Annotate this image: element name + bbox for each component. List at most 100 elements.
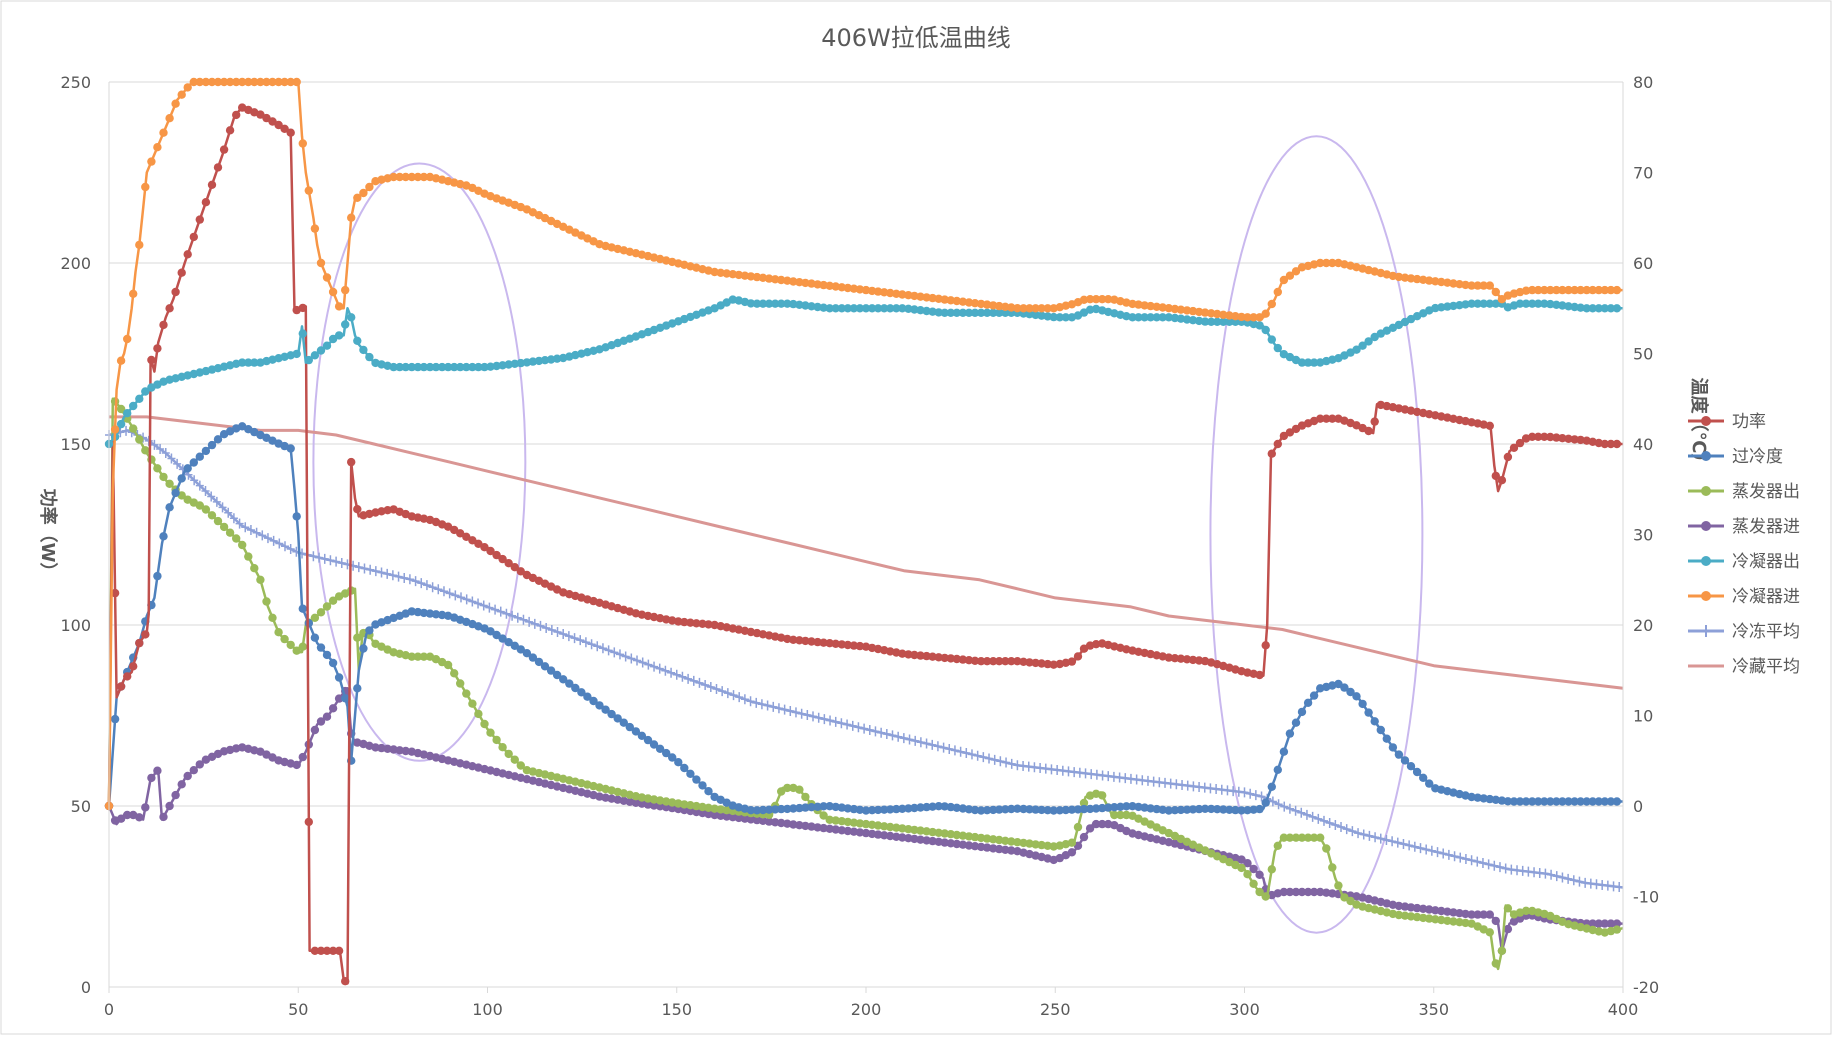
data-point (894, 731, 903, 742)
data-point (450, 669, 459, 678)
data-point (347, 313, 356, 322)
data-point (831, 282, 840, 291)
data-point (1569, 875, 1578, 886)
data-point (1331, 820, 1340, 831)
data-point (1534, 432, 1543, 441)
data-point (644, 659, 653, 670)
data-point (1291, 887, 1301, 897)
data-point (292, 760, 301, 770)
data-point (668, 753, 677, 762)
series-7 (105, 425, 1624, 892)
data-point (1564, 434, 1573, 443)
data-point (1134, 300, 1143, 309)
data-point (1319, 815, 1328, 826)
data-point (1534, 797, 1543, 806)
data-point (540, 356, 550, 365)
data-point (877, 727, 886, 738)
data-point (1515, 797, 1525, 806)
data-point (801, 803, 810, 812)
data-point (1521, 286, 1531, 295)
data-point (474, 539, 483, 548)
data-point (516, 761, 525, 770)
data-point (861, 819, 871, 829)
data-point (510, 563, 519, 572)
legend-marker (1701, 486, 1711, 496)
data-point (304, 186, 313, 195)
annotation-ellipse-2 (1209, 135, 1424, 934)
data-point (861, 285, 871, 295)
data-point (995, 657, 1004, 666)
data-point (1037, 805, 1046, 815)
data-point (123, 409, 132, 418)
data-point (650, 661, 659, 672)
data-point (1279, 747, 1289, 756)
data-point (456, 362, 465, 372)
data-point (1358, 341, 1367, 350)
data-point (601, 705, 610, 714)
data-point (1158, 805, 1167, 814)
data-point (165, 304, 174, 313)
y2-tick-label: 80 (1633, 73, 1653, 92)
data-point (952, 839, 961, 849)
legend-label: 过冷度 (1732, 447, 1783, 467)
data-point (1188, 316, 1198, 325)
data-point (1449, 908, 1458, 917)
data-point (898, 824, 907, 833)
data-point (843, 817, 852, 827)
data-point (359, 644, 368, 653)
data-point (764, 817, 774, 826)
data-point (559, 629, 568, 640)
data-point (150, 439, 159, 450)
legend-label: 蒸发器进 (1732, 517, 1800, 537)
data-point (292, 646, 301, 655)
data-point (1612, 919, 1622, 928)
data-point (807, 302, 816, 311)
data-point (365, 352, 374, 362)
data-point (1528, 797, 1537, 806)
legend-item-7: 冷冻平均 (1688, 622, 1800, 642)
data-point (1558, 301, 1567, 310)
data-point (1497, 476, 1507, 485)
data-point (1497, 946, 1507, 955)
data-point (1461, 909, 1470, 919)
data-point (1116, 802, 1125, 811)
data-point (758, 805, 768, 815)
data-point (771, 805, 780, 814)
data-point (552, 354, 562, 363)
data-point (867, 304, 877, 313)
data-point (786, 705, 795, 716)
data-point (928, 827, 937, 837)
data-point (831, 825, 840, 834)
data-point (1575, 876, 1584, 887)
data-point (777, 787, 786, 796)
data-point (807, 637, 816, 646)
data-point (722, 269, 731, 278)
data-point (353, 684, 362, 693)
data-point (855, 641, 865, 651)
data-point (752, 299, 762, 308)
data-point (274, 120, 283, 130)
data-point (1412, 767, 1422, 777)
data-point (1461, 300, 1470, 309)
data-point (207, 180, 217, 189)
data-point (165, 503, 174, 512)
data-point (801, 278, 810, 288)
data-point (722, 812, 731, 821)
data-point (135, 240, 144, 250)
y-tick-label: 250 (60, 73, 91, 92)
data-point (292, 77, 301, 87)
data-point (407, 172, 416, 182)
data-point (962, 748, 971, 759)
data-point (360, 563, 369, 574)
data-point (328, 287, 338, 297)
data-point (1314, 813, 1323, 824)
data-point (789, 299, 798, 309)
data-point (598, 643, 607, 654)
y2-tick-label: 50 (1633, 345, 1653, 364)
data-point (513, 612, 522, 623)
data-point (1547, 869, 1556, 880)
data-point (837, 718, 846, 729)
data-point (286, 543, 295, 554)
data-point (1297, 887, 1307, 897)
